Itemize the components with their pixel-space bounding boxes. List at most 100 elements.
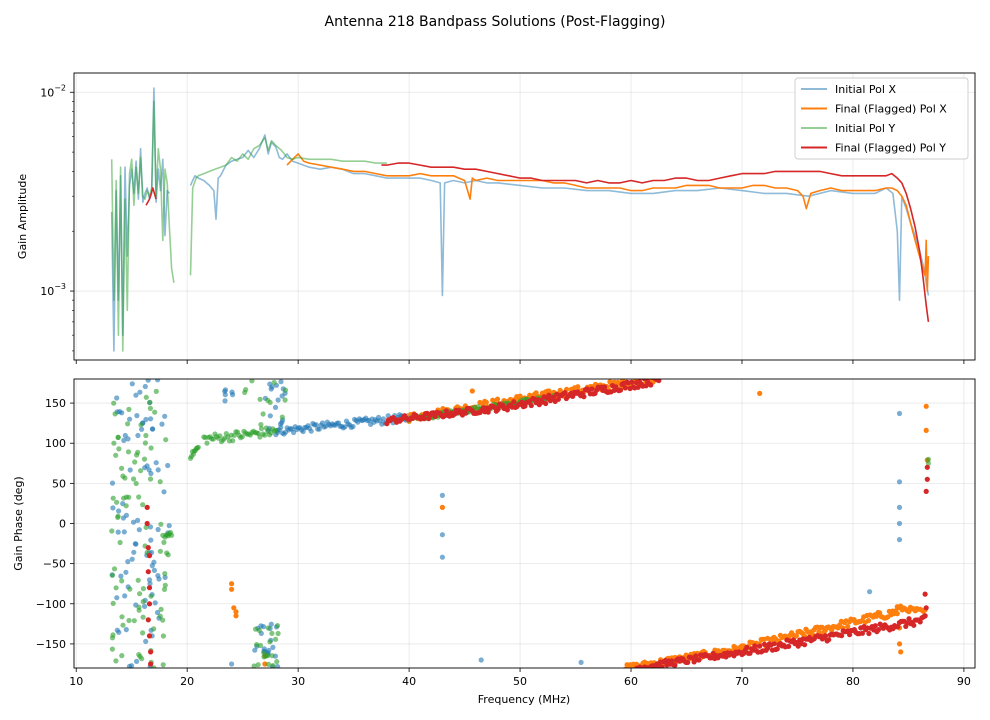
ph-xtick-label-50: 50 (513, 675, 527, 688)
ph-ytick-label-5: 100 (45, 437, 66, 450)
phase-point-initial_x (350, 423, 356, 430)
phase-point-final_y (504, 407, 510, 413)
legend-item-initial-pol-x: Initial Pol X (801, 83, 896, 96)
phase-point-initial_y (110, 600, 116, 607)
phase-point-initial_y (158, 606, 164, 613)
phase-point-initial_y (254, 642, 260, 648)
phase-point-initial_x (155, 573, 161, 579)
phase-point-initial_y (125, 449, 132, 455)
phase-point-initial_y (160, 617, 166, 623)
phase-point-initial_y (120, 622, 126, 628)
phase-point-initial_y (157, 613, 163, 619)
phase-point-initial_y (116, 446, 122, 452)
phase-point-final_y (485, 409, 491, 415)
phase-point-final_x (439, 504, 445, 510)
phase-point-final_y (847, 632, 853, 638)
phase-point-final_y (146, 601, 153, 607)
phase-point-final_y (145, 569, 151, 575)
phase-point-initial_x (154, 609, 161, 616)
phase-point-initial_y (266, 661, 272, 668)
phase-point-initial_y (169, 532, 175, 538)
phase-point-initial_y (136, 494, 142, 500)
phase-point-initial_x (123, 627, 129, 633)
phase-ylabel: Gain Phase (deg) (12, 476, 25, 570)
phase-point-initial_x (123, 512, 129, 518)
phase-point-initial_x (229, 661, 235, 667)
phase-point-initial_y (273, 636, 279, 642)
phase-point-final_x (483, 399, 489, 405)
phase-point-initial_x (127, 416, 133, 422)
phase-point-final_y (635, 384, 641, 390)
phase-point-initial_y (111, 566, 118, 572)
phase-point-initial_x (134, 658, 140, 665)
phase-point-final_y (685, 659, 691, 666)
phase-point-final_x (819, 624, 825, 630)
phase-point-initial_x (118, 573, 124, 579)
phase-point-initial_y (239, 434, 245, 440)
phase-point-initial_y (111, 400, 117, 406)
phase-point-initial_y (142, 440, 148, 446)
phase-point-final_y (822, 633, 829, 639)
phase-point-final_y (144, 504, 150, 510)
phase-point-initial_y (925, 456, 932, 462)
phase-point-initial_x (222, 398, 228, 404)
phase-point-initial_y (151, 665, 157, 668)
phase-point-final_x (229, 581, 235, 587)
phase-point-initial_x (109, 480, 116, 486)
phase-point-final_y (744, 644, 750, 651)
phase-point-initial_x (142, 383, 148, 390)
phase-point-final_y (917, 619, 923, 625)
phase-point-initial_y (138, 422, 144, 428)
phase-point-initial_x (142, 603, 148, 610)
ph-ytick-label-2: −50 (43, 558, 66, 571)
phase-point-final_x (896, 641, 903, 647)
phase-point-initial_y (110, 632, 116, 638)
phase-point-initial_y (132, 459, 138, 465)
phase-point-initial_x (146, 467, 152, 473)
phase-point-final_y (570, 393, 576, 399)
phase-point-initial_y (109, 572, 115, 578)
phase-point-final_y (774, 646, 780, 652)
phase-point-final_y (757, 643, 763, 649)
phase-point-initial_x (134, 413, 140, 419)
phase-point-initial_x (165, 462, 171, 469)
phase-point-initial_y (275, 630, 281, 637)
phase-point-initial_x (166, 523, 172, 529)
phase-point-final_y (602, 384, 608, 390)
phase-point-initial_y (151, 626, 157, 632)
phase-point-final_y (761, 641, 768, 648)
ph-xtick-label-80: 80 (846, 675, 860, 688)
phase-point-initial_x (149, 563, 155, 569)
phase-point-initial_x (136, 527, 142, 533)
phase-point-final_y (906, 616, 912, 622)
phase-point-final_y (622, 385, 628, 391)
phase-point-final_x (898, 649, 904, 655)
phase-point-initial_y (279, 414, 285, 420)
phase-point-initial_x (147, 581, 153, 587)
phase-point-initial_y (925, 460, 932, 466)
phase-point-initial_y (274, 623, 281, 629)
phase-point-initial_x (127, 467, 133, 473)
ph-ytick-label-0: −150 (36, 638, 66, 651)
phase-point-final_y (432, 413, 438, 420)
phase-point-initial_y (137, 591, 143, 597)
phase-point-initial_x (269, 384, 275, 390)
phase-point-final_y (826, 637, 832, 643)
phase-point-final_y (148, 649, 154, 655)
phase-point-initial_x (135, 432, 141, 439)
legend: Initial Pol X Final (Flagged) Pol X Init… (794, 77, 969, 160)
phase-point-initial_x (137, 389, 143, 395)
phase-point-final_y (923, 605, 929, 611)
phase-point-initial_y (113, 585, 119, 591)
phase-point-initial_y (143, 524, 149, 531)
phase-point-initial_x (439, 532, 445, 538)
phase-point-initial_y (271, 379, 277, 386)
phase-point-initial_x (222, 387, 229, 393)
phase-point-final_y (511, 399, 517, 405)
phase-point-final_y (144, 520, 150, 527)
phase-point-initial_x (143, 416, 149, 423)
phase-point-initial_y (195, 444, 201, 450)
phase-point-initial_x (308, 428, 314, 434)
phase-point-initial_x (114, 595, 120, 601)
